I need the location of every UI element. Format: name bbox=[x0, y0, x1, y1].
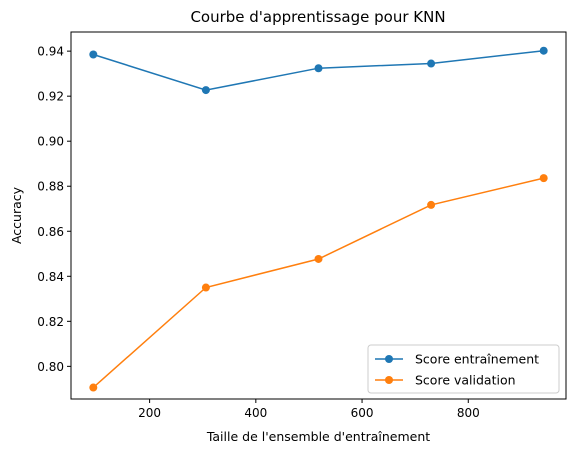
x-tick-label: 800 bbox=[457, 406, 480, 420]
legend-entry: Score validation bbox=[375, 373, 516, 388]
data-point bbox=[427, 200, 436, 209]
y-tick-label: 0.80 bbox=[37, 360, 64, 374]
legend-entry: Score entraînement bbox=[375, 352, 539, 367]
axis-ticks: 200 400 600 800 0.80 0.82 0.84 0.86 0.88 0.90 0.92… bbox=[37, 45, 479, 420]
legend-box bbox=[367, 344, 560, 394]
y-tick-label: 0.94 bbox=[37, 45, 64, 59]
series-2 bbox=[89, 174, 548, 392]
series-layer bbox=[89, 46, 548, 392]
legend: Score entraînement Score validation bbox=[367, 344, 560, 394]
x-axis-label: Taille de l'ensemble d'entraînement bbox=[206, 429, 430, 444]
y-tick-label: 0.84 bbox=[37, 270, 64, 284]
legend-label: Score validation bbox=[415, 373, 516, 388]
y-tick-label: 0.90 bbox=[37, 135, 64, 149]
y-axis-label: Accuracy bbox=[9, 186, 24, 244]
x-tick-label: 600 bbox=[351, 406, 374, 420]
chart-title: Courbe d'apprentissage pour KNN bbox=[190, 8, 445, 26]
y-tick-label: 0.82 bbox=[37, 315, 64, 329]
legend-swatch-marker bbox=[385, 355, 393, 363]
data-point bbox=[201, 86, 210, 95]
data-point bbox=[314, 254, 323, 263]
data-point bbox=[539, 46, 548, 55]
legend-label: Score entraînement bbox=[415, 352, 539, 367]
data-point bbox=[427, 59, 436, 68]
y-tick-label: 0.88 bbox=[37, 180, 64, 194]
data-point bbox=[89, 383, 98, 392]
data-point bbox=[89, 50, 98, 59]
y-tick-label: 0.86 bbox=[37, 225, 64, 239]
series-1 bbox=[89, 46, 548, 95]
data-point bbox=[314, 64, 323, 73]
y-tick-label: 0.92 bbox=[37, 90, 64, 104]
data-point bbox=[539, 174, 548, 183]
plot-area bbox=[70, 31, 567, 400]
x-tick-label: 400 bbox=[244, 406, 267, 420]
x-tick-label: 200 bbox=[138, 406, 161, 420]
legend-swatch-marker bbox=[385, 376, 393, 384]
data-point bbox=[201, 283, 210, 292]
